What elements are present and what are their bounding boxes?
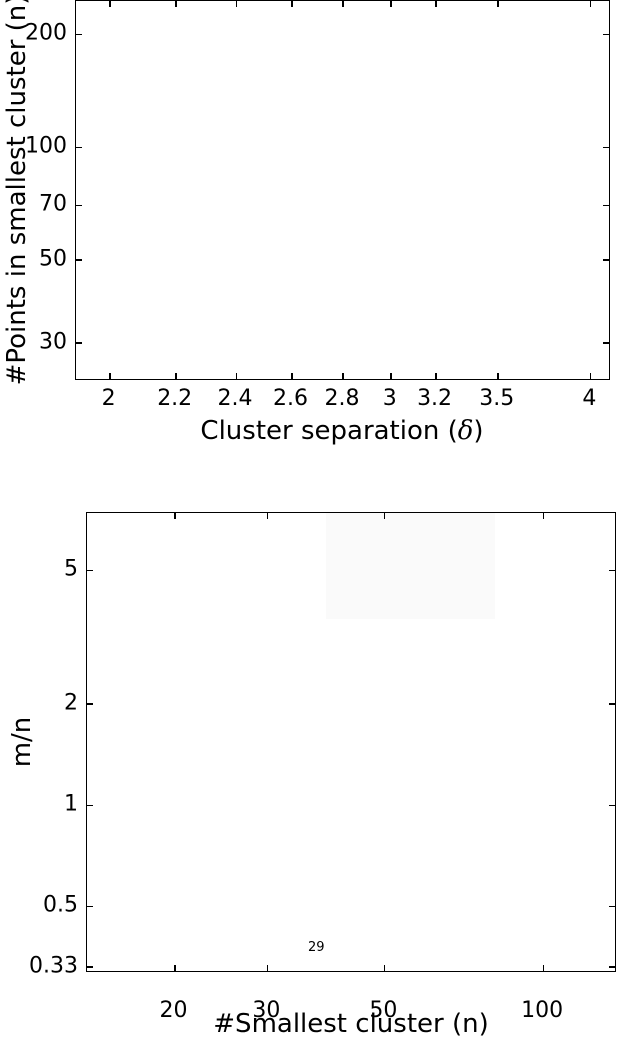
y-tick-label: 70 (39, 192, 67, 217)
x-axis-label-bottom: #Smallest cluster (n) (213, 1009, 488, 1039)
y-tick-label: 0.5 (43, 893, 78, 918)
y-tick-label: 50 (39, 246, 67, 271)
y-axis-label-bottom: m/n (7, 717, 37, 768)
y-tick-label: 0.33 (29, 953, 78, 978)
y-tick-label: 1 (64, 792, 78, 817)
y-tick-label: 5 (64, 557, 78, 582)
page-number: 29 (308, 940, 325, 955)
x-axis-label-top: Cluster separation (δ) (200, 416, 483, 446)
y-tick-label: 30 (39, 329, 67, 354)
chart-top: 22.22.42.62.833.23.54 305070100200 Clust… (0, 0, 640, 460)
y-axis-label-top: #Points in smallest cluster (n) (2, 0, 32, 385)
y-tick-label: 2 (64, 690, 78, 715)
chart-bottom: 203050100 0.330.5125 #Smallest cluster (… (0, 512, 640, 1012)
